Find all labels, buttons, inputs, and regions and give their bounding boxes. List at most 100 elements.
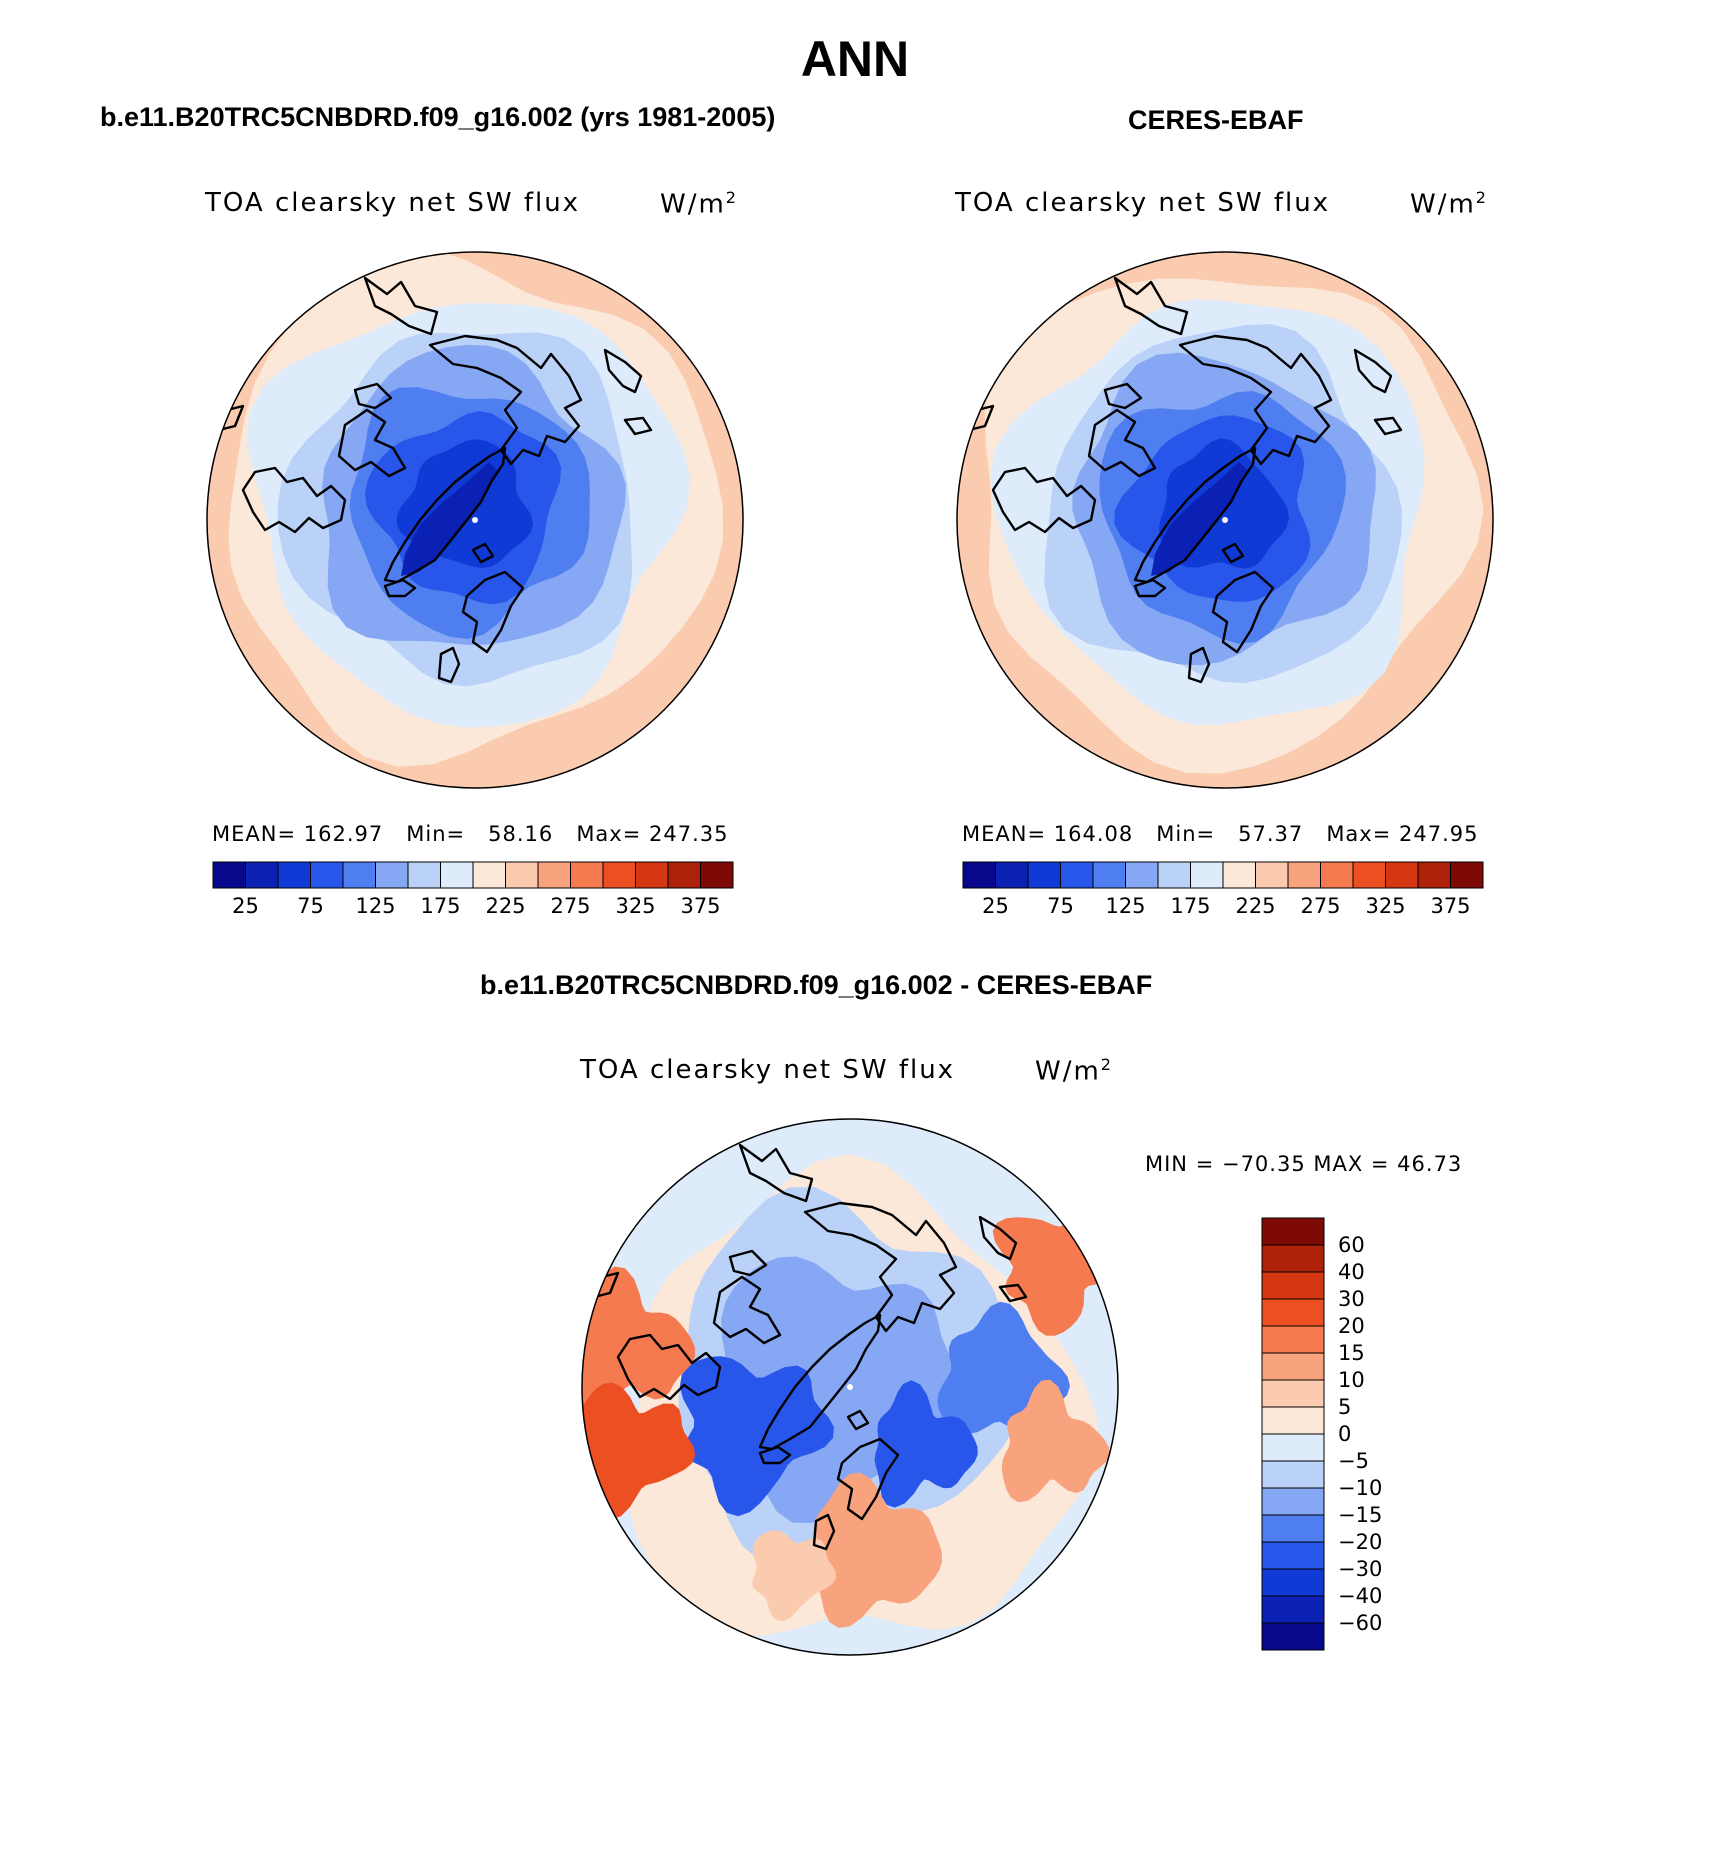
colorbar-swatch	[1060, 861, 1094, 889]
colorbar-swatch	[407, 861, 441, 889]
svalbard-coastline	[846, 1409, 870, 1431]
colorbar-swatch	[602, 861, 636, 889]
colorbar-swatch	[1261, 1406, 1325, 1435]
colorbar-tick-label: 75	[297, 894, 324, 918]
colorbar-swatch	[440, 861, 474, 889]
colorbar-swatch	[472, 861, 506, 889]
colorbar-swatch	[1261, 1433, 1325, 1462]
map-boundary	[581, 1118, 1119, 1656]
kamchatka-coastline	[1353, 348, 1393, 394]
colorbar-tick-label: 30	[1338, 1287, 1365, 1311]
colorbar-swatch	[1287, 861, 1321, 889]
colorbar-swatch	[277, 861, 311, 889]
colorbar-tick-label: 10	[1338, 1368, 1365, 1392]
eurasia-coastline	[1178, 334, 1333, 466]
variable-label-obs: TOA clearsky net SW flux	[955, 188, 1331, 218]
island-coastline	[353, 382, 393, 410]
colorbar-swatch	[212, 861, 246, 889]
colorbar-swatch	[375, 861, 409, 889]
kamchatka-coastline	[978, 1215, 1018, 1261]
greenland-coastline	[758, 1313, 882, 1451]
field-band	[679, 1356, 834, 1517]
colorbar-tick-label: 225	[1235, 894, 1276, 918]
colorbar-swatch	[1352, 861, 1386, 889]
greenland-coastline	[383, 446, 507, 584]
colorbar-tick-label: 175	[1170, 894, 1211, 918]
colorbar-swatch	[1261, 1514, 1325, 1543]
stats-obs: MEAN= 164.08 Min= 57.37 Max= 247.95	[962, 822, 1479, 846]
colorbar-swatch	[1417, 861, 1451, 889]
colorbar-swatch	[1092, 861, 1126, 889]
field-band	[752, 1530, 837, 1622]
pole-marker	[472, 517, 478, 523]
colorbar-tick-label: 5	[1338, 1395, 1352, 1419]
colorbar-swatch	[1261, 1541, 1325, 1570]
colorbar-tick-label: 225	[485, 894, 526, 918]
iceland-coastline	[383, 578, 417, 598]
panel-title-obs: CERES-EBAF	[1128, 105, 1304, 135]
colorbar-tick-label: 75	[1047, 894, 1074, 918]
colorbar-obs	[962, 861, 1484, 889]
colorbar-swatch	[1261, 1568, 1325, 1597]
pole-marker	[847, 1384, 853, 1390]
greenland-coastline	[1133, 446, 1257, 584]
polar-map-model	[206, 251, 744, 789]
colorbar-tick-label: 125	[1105, 894, 1146, 918]
colorbar-swatch	[1261, 1298, 1325, 1327]
field-band	[874, 1380, 978, 1508]
colorbar-swatch	[700, 861, 734, 889]
colorbar-swatch	[1261, 1379, 1325, 1408]
colorbar-swatch	[537, 861, 571, 889]
scandinavia-coastline	[461, 570, 525, 654]
colorbar-tick-label: −20	[1338, 1530, 1383, 1554]
colorbar-diff	[1261, 1217, 1325, 1651]
polar-map-obs	[956, 251, 1494, 789]
colorbar-swatch	[1027, 861, 1061, 889]
colorbar-swatch	[1190, 861, 1224, 889]
north-america-coastline	[241, 466, 347, 534]
north-america-coastline	[616, 1333, 722, 1401]
colorbar-swatch	[962, 861, 996, 889]
map-field	[207, 252, 743, 788]
colorbar-swatch	[245, 861, 279, 889]
pole-marker	[1222, 517, 1228, 523]
colorbar-tick-label: 325	[1365, 894, 1406, 918]
units-label-diff: W/m2	[1035, 1055, 1113, 1087]
colorbar-swatch	[1320, 861, 1354, 889]
island-coastline	[1103, 382, 1143, 410]
field-band	[582, 1382, 696, 1520]
units-label-obs: W/m2	[1410, 188, 1488, 220]
colorbar-swatch	[1261, 1217, 1325, 1246]
colorbar-tick-label: 175	[420, 894, 461, 918]
scandinavia-coastline	[836, 1437, 900, 1521]
polar-map-diff	[581, 1118, 1119, 1656]
eurasia-coastline	[428, 334, 583, 466]
field-band	[809, 1472, 943, 1628]
island-coastline	[728, 1249, 768, 1277]
stats-model: MEAN= 162.97 Min= 58.16 Max= 247.35	[212, 822, 729, 846]
britain-coastline	[812, 1513, 836, 1551]
colorbar-swatch	[570, 861, 604, 889]
colorbar-tick-label: −30	[1338, 1557, 1383, 1581]
colorbar-tick-label: 40	[1338, 1260, 1365, 1284]
units-label-model: W/m2	[660, 188, 738, 220]
colorbar-tick-label: −40	[1338, 1584, 1383, 1608]
colorbar-model	[212, 861, 734, 889]
colorbar-swatch	[1222, 861, 1256, 889]
svalbard-coastline	[471, 542, 495, 564]
colorbar-swatch	[1261, 1352, 1325, 1381]
colorbar-swatch	[1261, 1460, 1325, 1489]
colorbar-tick-label: −15	[1338, 1503, 1383, 1527]
minmax-diff: MIN = −70.35 MAX = 46.73	[1145, 1152, 1463, 1176]
arctic-archipelago-coastline	[337, 408, 407, 478]
eurasia-coastline	[803, 1201, 958, 1333]
colorbar-swatch	[1450, 861, 1484, 889]
colorbar-swatch	[995, 861, 1029, 889]
colorbar-tick-label: −5	[1338, 1449, 1369, 1473]
colorbar-tick-label: −60	[1338, 1611, 1383, 1635]
colorbar-tick-label: 0	[1338, 1422, 1352, 1446]
iceland-coastline	[758, 1445, 792, 1465]
colorbar-swatch	[1385, 861, 1419, 889]
sakhalin-coastline	[998, 1283, 1028, 1303]
scandinavia-coastline	[1211, 570, 1275, 654]
